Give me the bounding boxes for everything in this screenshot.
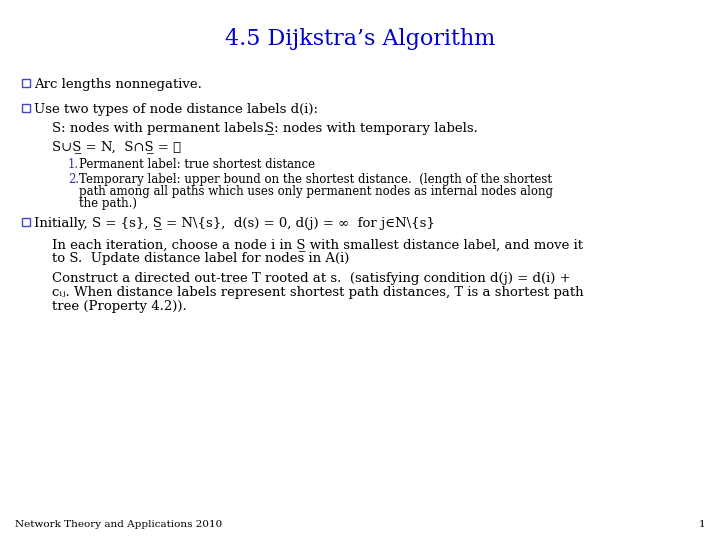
Text: Arc lengths nonnegative.: Arc lengths nonnegative. [34,78,202,91]
Text: cᵢⱼ. When distance labels represent shortest path distances, T is a shortest pat: cᵢⱼ. When distance labels represent shor… [52,286,584,299]
Text: Network Theory and Applications 2010: Network Theory and Applications 2010 [15,520,222,529]
Text: to S.  Update distance label for nodes in A(i): to S. Update distance label for nodes in… [52,252,349,265]
Text: 4.5 Dijkstra’s Algorithm: 4.5 Dijkstra’s Algorithm [225,28,495,50]
Text: S∪S̲ = N,  S∩S̲ = ∅: S∪S̲ = N, S∩S̲ = ∅ [52,140,181,153]
Text: Use two types of node distance labels d(i):: Use two types of node distance labels d(… [34,103,318,116]
Text: S̲: nodes with temporary labels.: S̲: nodes with temporary labels. [265,122,478,135]
Bar [22,79,30,87]
Text: Permanent label: true shortest distance: Permanent label: true shortest distance [79,158,315,171]
Text: tree (Property 4.2)).: tree (Property 4.2)). [52,300,186,313]
Text: path among all paths which uses only permanent nodes as internal nodes along: path among all paths which uses only per… [79,185,553,198]
Text: 1.: 1. [68,158,79,171]
Text: 1: 1 [698,520,705,529]
Text: the path.): the path.) [79,197,137,210]
Text: In each iteration, choose a node i in S̲ with smallest distance label, and move : In each iteration, choose a node i in S̲… [52,238,583,251]
Text: Construct a directed out-tree T rooted at s.  (satisfying condition d(j) = d(i) : Construct a directed out-tree T rooted a… [52,272,571,285]
Text: Initially, S = {s}, S̲ = N\{s},  d(s) = 0, d(j) = ∞  for j∈N\{s}: Initially, S = {s}, S̲ = N\{s}, d(s) = 0… [34,217,435,230]
Text: S: nodes with permanent labels.: S: nodes with permanent labels. [52,122,268,135]
Bar [22,218,30,226]
Bar [22,104,30,112]
Text: Temporary label: upper bound on the shortest distance.  (length of the shortest: Temporary label: upper bound on the shor… [79,173,552,186]
Text: 2.: 2. [68,173,79,186]
